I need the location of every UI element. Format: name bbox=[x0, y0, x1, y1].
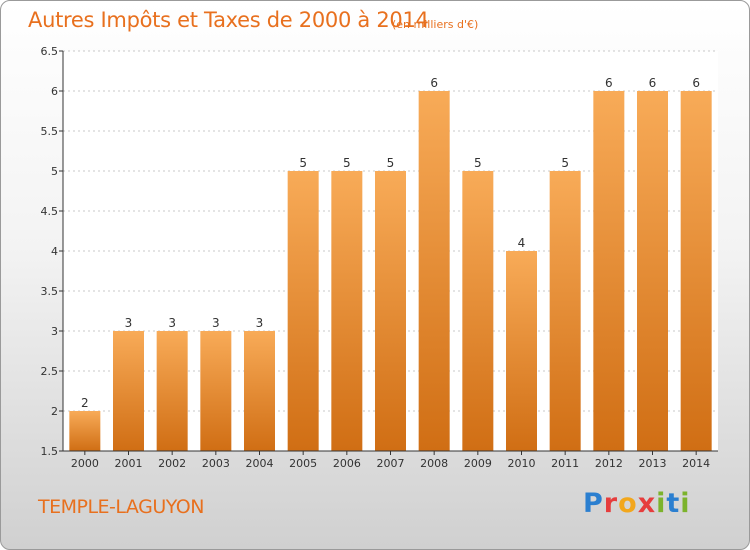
data-label: 6 bbox=[430, 76, 438, 90]
x-tick-label: 2013 bbox=[639, 457, 667, 470]
x-tick-label: 2006 bbox=[333, 457, 361, 470]
data-label: 6 bbox=[605, 76, 613, 90]
x-tick-label: 2002 bbox=[158, 457, 186, 470]
bar bbox=[69, 411, 101, 451]
data-label: 5 bbox=[299, 156, 307, 170]
y-tick-label: 2 bbox=[51, 405, 58, 418]
data-label: 5 bbox=[343, 156, 351, 170]
x-tick-label: 2007 bbox=[377, 457, 405, 470]
brand-logo: Proxiti bbox=[583, 488, 691, 519]
brand-letter: i bbox=[656, 488, 667, 519]
y-tick-label: 4.5 bbox=[41, 205, 59, 218]
data-label: 5 bbox=[474, 156, 482, 170]
data-label: 3 bbox=[256, 316, 264, 330]
bar bbox=[113, 331, 144, 451]
data-label: 4 bbox=[518, 236, 526, 250]
bar bbox=[200, 331, 232, 451]
brand-letter: o bbox=[618, 488, 638, 519]
bar bbox=[418, 91, 450, 451]
bar bbox=[549, 171, 581, 451]
y-tick-label: 6 bbox=[51, 85, 58, 98]
data-label: 3 bbox=[168, 316, 176, 330]
bar bbox=[680, 91, 712, 451]
x-tick-label: 2003 bbox=[202, 457, 230, 470]
x-tick-label: 2014 bbox=[682, 457, 710, 470]
bar bbox=[462, 171, 494, 451]
x-tick-label: 2001 bbox=[115, 457, 143, 470]
y-tick-label: 5 bbox=[51, 165, 58, 178]
bar bbox=[593, 91, 625, 451]
y-tick-label: 3 bbox=[51, 325, 58, 338]
brand-letter: t bbox=[666, 488, 681, 519]
x-tick-label: 2008 bbox=[420, 457, 448, 470]
y-tick-label: 3.5 bbox=[41, 285, 59, 298]
data-label: 5 bbox=[561, 156, 569, 170]
data-label: 6 bbox=[692, 76, 700, 90]
bar bbox=[506, 251, 537, 451]
brand-letter: P bbox=[583, 488, 604, 519]
x-tick-label: 2009 bbox=[464, 457, 492, 470]
data-label: 6 bbox=[649, 76, 657, 90]
y-tick-label: 1.5 bbox=[41, 445, 59, 458]
x-tick-label: 2000 bbox=[71, 457, 99, 470]
bar bbox=[287, 171, 319, 451]
commune-name: TEMPLE-LAGUYON bbox=[38, 496, 204, 518]
x-tick-label: 2005 bbox=[289, 457, 317, 470]
bar bbox=[331, 171, 363, 451]
bar bbox=[156, 331, 188, 451]
data-label: 5 bbox=[387, 156, 395, 170]
y-tick-label: 6.5 bbox=[41, 45, 59, 58]
brand-letter: i bbox=[680, 488, 691, 519]
brand-letter: r bbox=[603, 488, 619, 519]
x-tick-label: 2011 bbox=[551, 457, 579, 470]
bar bbox=[375, 171, 406, 451]
data-label: 3 bbox=[212, 316, 220, 330]
data-label: 2 bbox=[81, 396, 89, 410]
x-tick-label: 2012 bbox=[595, 457, 623, 470]
bar bbox=[637, 91, 668, 451]
y-tick-label: 5.5 bbox=[41, 125, 59, 138]
x-tick-label: 2010 bbox=[508, 457, 536, 470]
x-tick-label: 2004 bbox=[246, 457, 274, 470]
data-label: 3 bbox=[125, 316, 133, 330]
chart-title: Autres Impôts et Taxes de 2000 à 2014 bbox=[28, 8, 429, 32]
bar bbox=[244, 331, 275, 451]
y-tick-label: 2.5 bbox=[41, 365, 59, 378]
brand-letter: x bbox=[637, 488, 657, 519]
y-tick-label: 4 bbox=[51, 245, 58, 258]
unit-label: (en milliers d'€) bbox=[392, 18, 479, 31]
